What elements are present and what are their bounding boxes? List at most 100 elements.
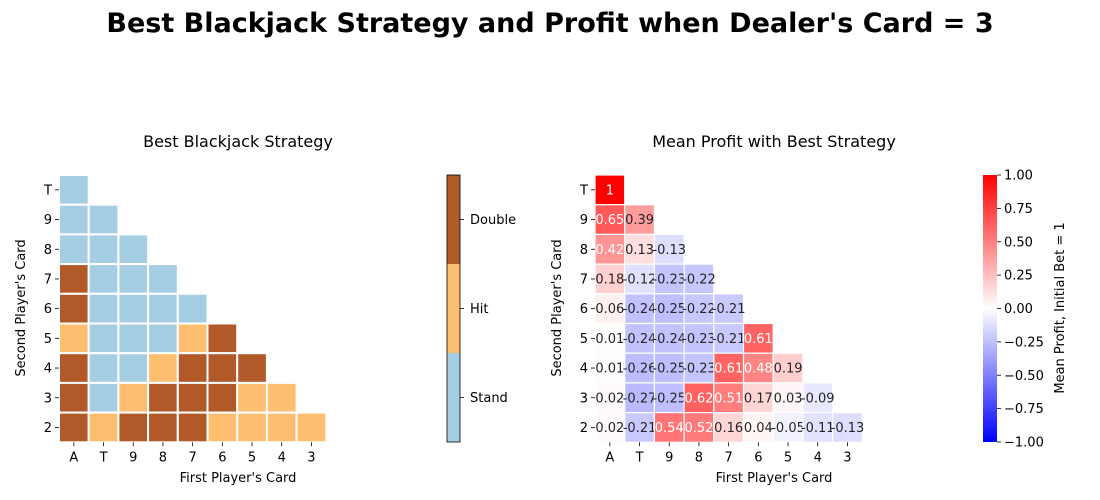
profit-cell — [594, 174, 626, 206]
strategy-y-tick-label: 4 — [44, 362, 52, 377]
figure-title: Best Blackjack Strategy and Profit when … — [106, 8, 993, 39]
strategy-cell-hit — [117, 381, 150, 414]
profit-cell-value: 0.16 — [714, 421, 743, 436]
profit-cell-value: 0.04 — [744, 421, 773, 436]
strategy-cell-stand — [147, 263, 179, 295]
profit-cell-value: 0.02 — [595, 391, 624, 406]
profit-cell-value: -0.21 — [712, 332, 746, 347]
profit-cell — [742, 382, 774, 414]
strategy-cell-hit — [58, 322, 90, 355]
profit-cell-value: 0.17 — [744, 391, 773, 406]
strategy-chart-title: Best Blackjack Strategy — [143, 132, 333, 151]
strategy-cell-hit — [265, 381, 298, 414]
profit-colorbar-tick-label: 0.25 — [1004, 269, 1033, 284]
profit-colorbar-label: Mean Profit, Initial Bet = 1 — [1053, 222, 1068, 393]
profit-cell-value: 0.39 — [625, 213, 654, 228]
profit-cell-value: -0.05 — [771, 421, 805, 436]
strategy-cell-stand — [117, 292, 150, 325]
colorbar-segment-double — [447, 175, 460, 264]
strategy-cell-hit — [295, 411, 328, 444]
profit-y-tick-label: 5 — [580, 332, 588, 347]
profit-cell-value: -0.23 — [682, 362, 716, 377]
colorbar-segment-stand — [447, 353, 460, 442]
strategy-x-tick-label: 4 — [278, 450, 286, 465]
profit-cell-value: -0.12 — [623, 272, 657, 287]
profit-colorbar-tick-label: 0.00 — [1004, 302, 1033, 317]
strategy-y-tick-label: 9 — [44, 213, 52, 228]
strategy-y-tick-label: T — [43, 183, 52, 198]
profit-cell-value: -0.21 — [712, 302, 746, 317]
profit-x-axis-label: First Player's Card — [716, 471, 833, 486]
profit-cells: 10.65 0.390.42 0.13-0.130.18-0.12-0.23-0.2… — [594, 174, 865, 443]
profit-cell-value: -0.27 — [623, 391, 657, 406]
strategy-cell-stand — [58, 233, 90, 266]
profit-cell — [713, 412, 745, 443]
profit-colorbar-tick-label: −1.00 — [1004, 436, 1044, 451]
strategy-y-ticks: T 9 8 7 6 5 4 3 2 — [43, 183, 59, 436]
profit-cell-value: 0.02 — [595, 421, 624, 436]
profit-cell — [802, 382, 834, 414]
strategy-x-tick-label: 9 — [129, 450, 137, 465]
profit-cell — [624, 322, 656, 354]
strategy-cell-double — [58, 411, 90, 444]
strategy-cell-double — [58, 263, 90, 295]
strategy-cell-hit — [147, 352, 179, 384]
profit-cell — [624, 412, 656, 443]
strategy-cell-double — [206, 322, 239, 355]
profit-colorbar-tick-label: −0.75 — [1004, 402, 1044, 417]
profit-y-tick-label: 4 — [580, 362, 588, 377]
strategy-cell-double — [147, 411, 179, 444]
profit-x-tick-label: T — [635, 450, 644, 465]
profit-cell-value: 0.48 — [744, 362, 773, 377]
profit-colorbar-tick-label: −0.50 — [1004, 369, 1044, 384]
strategy-y-tick-label: 6 — [44, 302, 52, 317]
strategy-cell-hit — [206, 411, 239, 444]
strategy-cell-hit — [236, 381, 268, 414]
strategy-cell-stand — [87, 292, 120, 325]
profit-x-tick-label: 6 — [754, 450, 762, 465]
profit-cell-value: 0.51 — [714, 391, 743, 406]
strategy-cell-double — [236, 352, 268, 384]
strategy-cell-double — [176, 411, 209, 444]
profit-cell-value: 0.18 — [595, 272, 624, 287]
profit-y-tick-label: 2 — [580, 421, 588, 436]
strategy-y-tick-label: 2 — [44, 421, 52, 436]
profit-cell-value: -0.25 — [652, 362, 686, 377]
profit-colorbar-gradient — [983, 175, 997, 442]
strategy-cell-stand — [58, 203, 90, 236]
profit-colorbar-tick-label: −0.25 — [1004, 335, 1044, 350]
strategy-x-tick-label: 6 — [218, 450, 226, 465]
strategy-cell-double — [176, 352, 209, 384]
profit-y-tick-label: 7 — [580, 272, 588, 287]
strategy-cell-stand — [87, 322, 120, 355]
strategy-colorbar-tick-label: Stand — [470, 391, 508, 406]
strategy-cell-stand — [87, 233, 120, 266]
strategy-colorbar-tick-label: Hit — [470, 302, 488, 317]
strategy-cell-stand — [176, 292, 209, 325]
profit-chart-title: Mean Profit with Best Strategy — [652, 132, 896, 151]
strategy-x-tick-label: 8 — [159, 450, 167, 465]
profit-cell — [594, 352, 626, 384]
strategy-y-tick-label: 5 — [44, 332, 52, 347]
profit-cell-value: 1 — [606, 183, 614, 198]
strategy-cell-stand — [117, 233, 150, 266]
profit-y-axis-label: Second Player's Card — [550, 239, 565, 376]
strategy-y-tick-label: 3 — [44, 391, 52, 406]
profit-cell-value: -0.13 — [831, 421, 865, 436]
profit-cell — [683, 352, 715, 384]
profit-y-tick-label: 6 — [580, 302, 588, 317]
profit-cell-value: -0.09 — [801, 391, 835, 406]
profit-cell-value: 0.06 — [595, 302, 624, 317]
profit-cell-value: -0.25 — [652, 391, 686, 406]
profit-cell-value: -0.23 — [682, 332, 716, 347]
strategy-cell-stand — [87, 352, 120, 384]
profit-cell-value: 0.13 — [625, 243, 654, 258]
profit-cell-value: -0.24 — [623, 302, 657, 317]
strategy-cell-double — [117, 411, 150, 444]
profit-cell-value: -0.24 — [652, 332, 686, 347]
profit-cell — [653, 233, 685, 265]
strategy-x-ticks: A T 9 8 7 6 5 4 3 — [69, 442, 316, 465]
profit-cell-value: 0.42 — [595, 243, 624, 258]
strategy-cell-stand — [117, 263, 150, 295]
